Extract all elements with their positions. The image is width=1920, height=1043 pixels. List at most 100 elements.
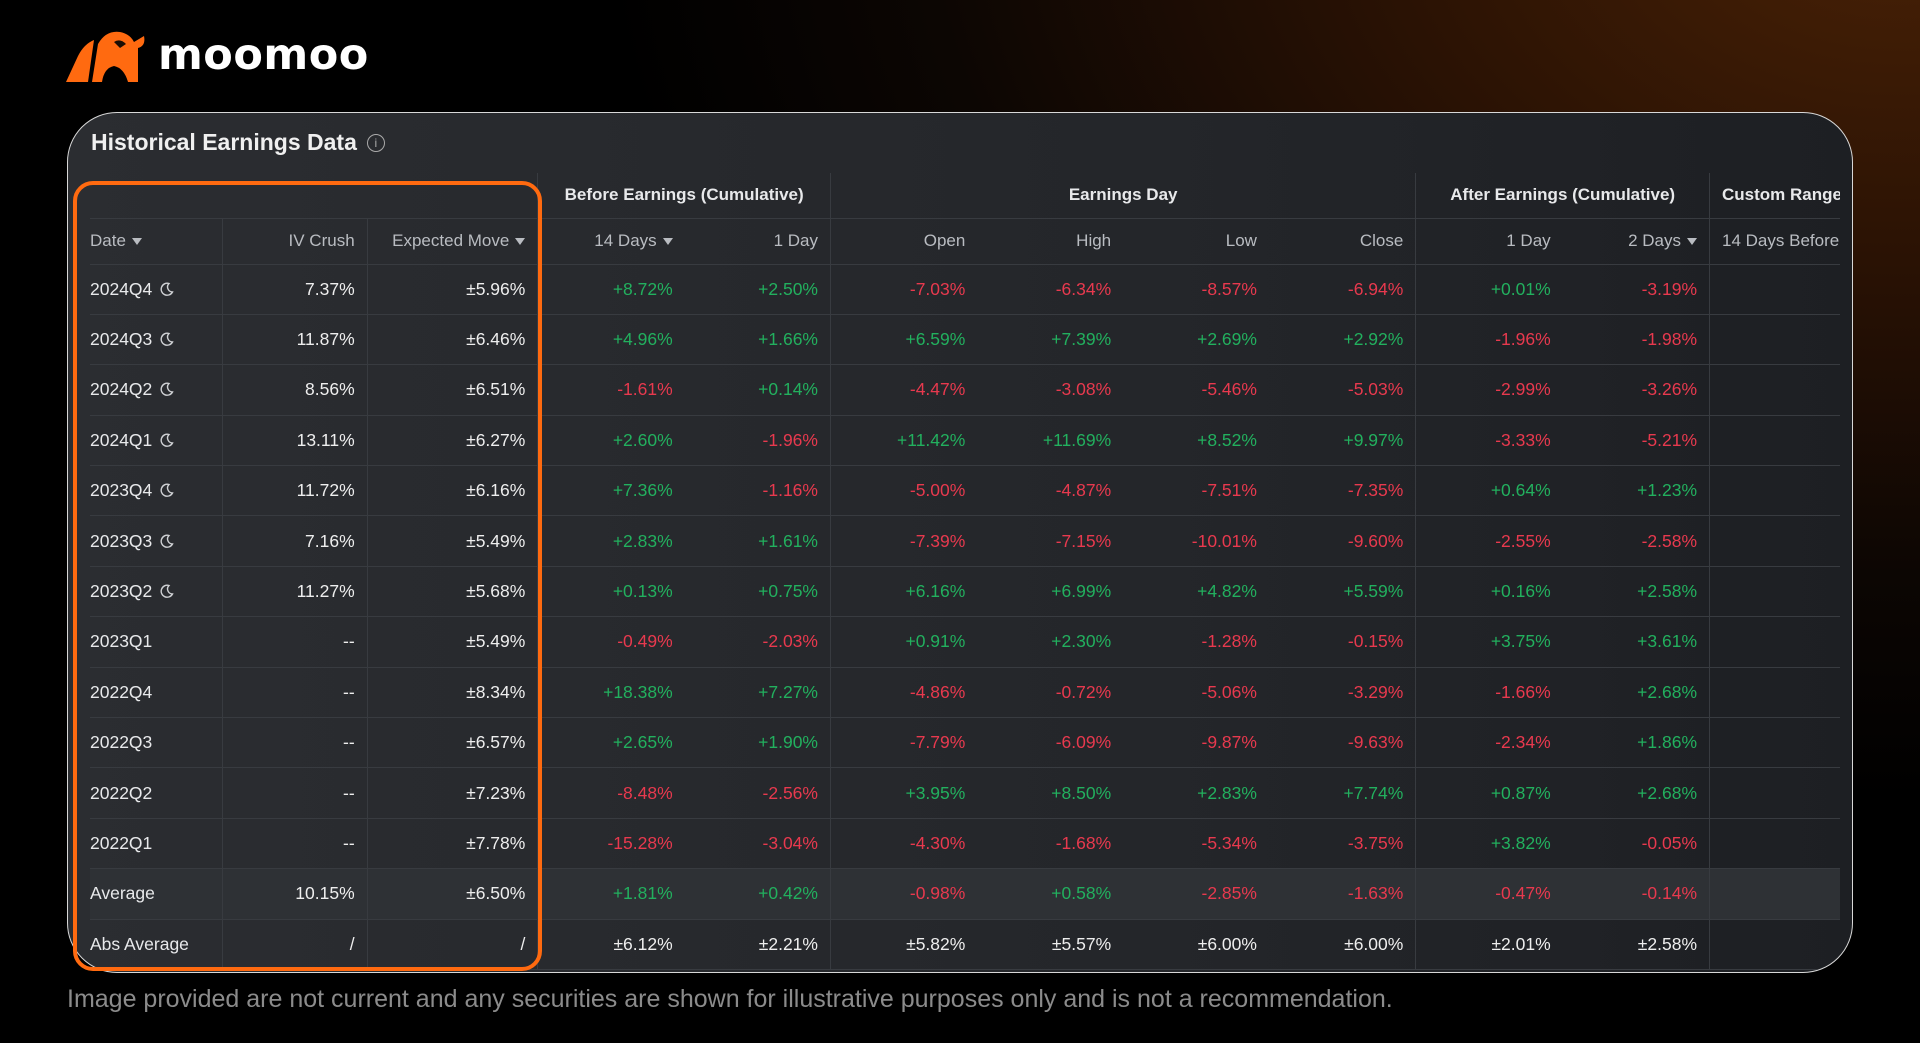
column-header-label: Expected Move <box>392 231 510 250</box>
table-row[interactable]: 2024Q2 8.56% ±6.51% -1.61% +0.14% -4.47% -3.08… <box>90 364 1840 416</box>
earnings-table-scroll[interactable]: Before Earnings (Cumulative) Earnings Da… <box>90 173 1840 970</box>
column-header-1-day: 1 Day <box>684 218 831 265</box>
high-cell: -7.15% <box>977 515 1124 567</box>
custom-range-cell <box>1709 566 1840 618</box>
close-cell: -0.15% <box>1268 616 1416 668</box>
table-row[interactable]: 2023Q4 11.72% ±6.16% +7.36% -1.16% -5.00% -4.8… <box>90 465 1840 517</box>
low-cell: -9.87% <box>1123 717 1269 769</box>
date-cell: 2023Q3 <box>90 515 223 567</box>
column-header-low: Low <box>1123 218 1269 265</box>
table-row[interactable]: 2022Q4 -- ±8.34% +18.38% +7.27% -4.86% -0.72% -… <box>90 667 1840 719</box>
sort-down-icon[interactable] <box>662 238 673 246</box>
column-header-label: Date <box>90 231 126 250</box>
close-cell: -9.60% <box>1268 515 1416 567</box>
date-cell: 2024Q4 <box>90 264 223 315</box>
date-label: 2024Q4 <box>90 278 153 299</box>
table-row[interactable]: 2024Q4 7.37% ±5.96% +8.72% +2.50% -7.03% -6.34… <box>90 264 1840 315</box>
before-14-days-cell: +18.38% <box>537 667 685 719</box>
open-cell: +6.16% <box>829 566 978 618</box>
close-cell: +2.92% <box>1268 314 1416 366</box>
custom-range-cell <box>1709 616 1840 668</box>
high-cell: ±5.57% <box>977 919 1124 970</box>
open-cell: -7.03% <box>829 264 978 315</box>
group-custom-range: Custom Range (Cur <box>1709 173 1840 219</box>
date-cell: 2023Q2 <box>90 566 223 618</box>
table-row[interactable]: Average 10.15% ±6.50% +1.81% +0.42% -0.98% +0.… <box>90 868 1840 920</box>
expected-move-cell: ±5.49% <box>366 616 538 668</box>
custom-range-cell <box>1709 868 1840 920</box>
historical-earnings-card: Historical Earnings Data i Before Earnin… <box>67 112 1853 973</box>
after-2-days-cell: -3.26% <box>1562 364 1710 416</box>
iv-crush-cell: -- <box>221 616 368 668</box>
moon-icon <box>160 433 174 447</box>
before-14-days-cell: +7.36% <box>537 465 685 517</box>
column-header-label: Low <box>1225 231 1257 250</box>
open-cell: +6.59% <box>829 314 978 366</box>
iv-crush-cell: 11.72% <box>221 465 368 517</box>
table-row[interactable]: 2024Q3 11.87% ±6.46% +4.96% +1.66% +6.59% +7.3… <box>90 314 1840 366</box>
table-row[interactable]: 2024Q1 13.11% ±6.27% +2.60% -1.96% +11.42% +11… <box>90 415 1840 467</box>
date-label: 2022Q1 <box>90 832 153 853</box>
column-header-2-days[interactable]: 2 Days <box>1562 218 1710 265</box>
expected-move-cell: / <box>366 919 538 970</box>
iv-crush-cell: 7.37% <box>221 264 368 315</box>
open-cell: -4.30% <box>829 818 978 870</box>
date-label: 2024Q2 <box>90 379 153 400</box>
sort-down-icon[interactable] <box>1687 238 1698 246</box>
column-header-row: Date IV Crush Expected Move 14 Days 1 Day Ope… <box>90 218 1840 265</box>
card-title-text: Historical Earnings Data <box>91 129 357 155</box>
after-2-days-cell: -2.58% <box>1562 515 1710 567</box>
iv-crush-cell: -- <box>221 767 368 819</box>
table-row[interactable]: 2022Q1 -- ±7.78% -15.28% -3.04% -4.30% -1.68% -… <box>90 818 1840 870</box>
column-header-14-days[interactable]: 14 Days <box>537 218 685 265</box>
column-header-date[interactable]: Date <box>90 218 223 265</box>
after-1-day-cell: +3.75% <box>1415 616 1563 668</box>
open-cell: -7.79% <box>829 717 978 769</box>
group-after-earnings: After Earnings (Cumulative) <box>1415 173 1710 219</box>
table-row[interactable]: 2022Q2 -- ±7.23% -8.48% -2.56% +3.95% +8.50% +2… <box>90 767 1840 819</box>
table-row[interactable]: 2023Q2 11.27% ±5.68% +0.13% +0.75% +6.16% +6.9… <box>90 566 1840 618</box>
low-cell: -7.51% <box>1123 465 1269 517</box>
after-1-day-cell: -2.34% <box>1415 717 1563 769</box>
date-label: 2023Q4 <box>90 480 153 501</box>
date-cell: 2024Q1 <box>90 415 223 467</box>
expected-move-cell: ±5.96% <box>366 264 538 315</box>
column-header-label: Close <box>1359 231 1404 250</box>
column-header-expected-move[interactable]: Expected Move <box>366 218 538 265</box>
after-1-day-cell: -3.33% <box>1415 415 1563 467</box>
before-1-day-cell: -2.03% <box>684 616 831 668</box>
custom-range-cell <box>1709 515 1840 567</box>
after-2-days-cell: +1.23% <box>1562 465 1710 517</box>
table-row[interactable]: 2022Q3 -- ±6.57% +2.65% +1.90% -7.79% -6.09% -9… <box>90 717 1840 769</box>
table-row[interactable]: 2023Q3 7.16% ±5.49% +2.83% +1.61% -7.39% -7.15… <box>90 515 1840 567</box>
moomoo-logo: moomoo <box>64 26 369 84</box>
before-14-days-cell: +8.72% <box>537 264 685 315</box>
close-cell: ±6.00% <box>1268 919 1416 970</box>
before-14-days-cell: +1.81% <box>537 868 685 920</box>
date-cell: 2024Q3 <box>90 314 223 366</box>
sort-down-icon[interactable] <box>131 238 142 246</box>
before-14-days-cell: -15.28% <box>537 818 685 870</box>
open-cell: +0.91% <box>829 616 978 668</box>
custom-range-cell <box>1709 364 1840 416</box>
before-1-day-cell: ±2.21% <box>684 919 831 970</box>
custom-range-cell <box>1709 717 1840 769</box>
sort-down-icon[interactable] <box>515 238 526 246</box>
earnings-table: Before Earnings (Cumulative) Earnings Da… <box>90 173 1840 970</box>
table-row[interactable]: 2023Q1 -- ±5.49% -0.49% -2.03% +0.91% +2.30% -1… <box>90 616 1840 668</box>
table-row[interactable]: Abs Average / / ±6.12% ±2.21% ±5.82% ±5.57% ±6.… <box>90 919 1840 970</box>
card-title: Historical Earnings Data i <box>91 129 385 156</box>
moon-icon <box>160 483 174 498</box>
column-header-1-day: 1 Day <box>1415 218 1563 265</box>
close-cell: +5.59% <box>1268 566 1416 618</box>
info-icon[interactable]: i <box>366 133 385 152</box>
before-14-days-cell: +2.60% <box>537 415 685 467</box>
before-1-day-cell: +0.14% <box>684 364 831 416</box>
open-cell: -4.86% <box>829 667 978 719</box>
custom-range-cell <box>1709 314 1840 366</box>
close-cell: -3.29% <box>1268 667 1416 719</box>
before-1-day-cell: -3.04% <box>684 818 831 870</box>
group-earnings-day: Earnings Day <box>829 173 1416 219</box>
date-label: 2022Q2 <box>90 782 153 803</box>
expected-move-cell: ±5.68% <box>366 566 538 618</box>
